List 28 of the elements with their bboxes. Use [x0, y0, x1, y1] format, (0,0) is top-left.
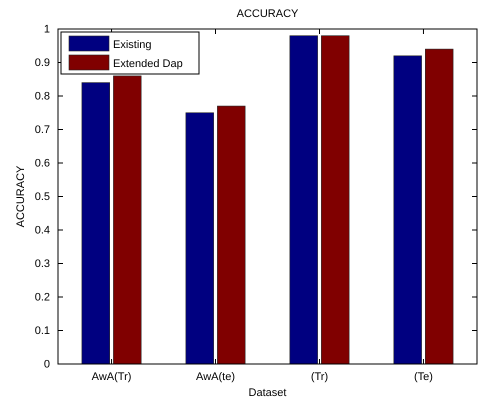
legend-label: Existing	[113, 39, 152, 51]
y-tick-label: 0.8	[34, 90, 50, 103]
y-tick-label: 0.1	[34, 325, 50, 338]
y-tick-label: 0.9	[34, 57, 50, 70]
bar	[113, 76, 142, 364]
bar	[217, 106, 246, 364]
bar	[186, 112, 214, 364]
y-tick-label: 0.5	[34, 191, 50, 204]
x-tick-label: (Tr)	[310, 370, 328, 383]
y-tick-label: 0.7	[34, 124, 50, 136]
y-axis-title: ACCURACY	[15, 164, 27, 228]
x-tick-label: (Te)	[414, 370, 433, 383]
bar	[290, 35, 318, 364]
y-tick-label: 0.2	[34, 292, 50, 304]
y-tick-label: 1	[44, 24, 50, 36]
x-axis-title: Dataset	[248, 387, 286, 399]
bar	[82, 82, 110, 364]
y-tick-label: 0	[44, 358, 50, 371]
y-tick-label: 0.4	[34, 224, 50, 237]
y-tick-label: 0.3	[34, 258, 50, 270]
x-tick-label: AwA(te)	[196, 370, 235, 383]
y-tick-label: 0.6	[34, 158, 50, 170]
bar	[394, 56, 422, 364]
x-tick-label: AwA(Tr)	[92, 370, 132, 383]
bar	[425, 48, 454, 364]
bar	[321, 35, 350, 364]
chart-title: ACCURACY	[236, 8, 300, 20]
legend-label: Extended Dap	[113, 58, 183, 70]
